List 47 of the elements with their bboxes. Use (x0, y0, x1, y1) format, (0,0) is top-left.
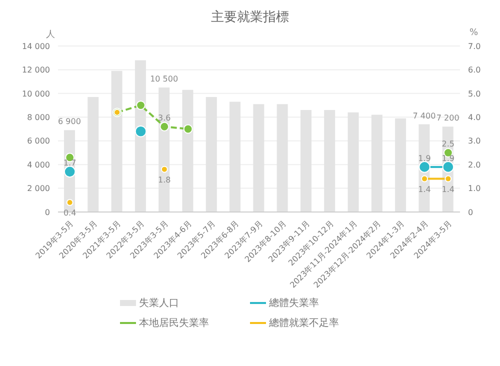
data-label: 1.4 (442, 184, 455, 194)
point (66, 199, 74, 206)
data-label: 7 200 (436, 114, 460, 123)
y2-tick-label: 0 (468, 208, 474, 217)
point (160, 122, 170, 132)
point (160, 166, 168, 173)
point (442, 161, 454, 173)
data-label: 1.9 (418, 154, 431, 163)
point (418, 161, 430, 173)
y2-axis-title: % (469, 28, 478, 38)
y-tick-label: 2 000 (27, 184, 50, 194)
y-axis-title: 人 (46, 28, 55, 41)
data-label: 0.4 (63, 208, 76, 218)
y-tick-label: 0 (44, 208, 50, 217)
legend-label: 總體失業率 (269, 296, 319, 310)
y-tick-label: 4 000 (27, 160, 50, 170)
y2-tick-label: 1.0 (468, 184, 481, 194)
data-label: 6 900 (58, 117, 81, 126)
data-label: 1.8 (158, 175, 171, 184)
y-tick-label: 8 000 (27, 112, 50, 122)
y-tick-label: 10 000 (22, 89, 50, 98)
data-label: 10 500 (150, 74, 178, 84)
data-label: 2.5 (442, 140, 455, 149)
y-tick-label: 6 000 (27, 136, 50, 146)
data-label: 3.6 (158, 114, 171, 123)
data-label: 7 400 (412, 111, 436, 120)
legend-label: 失業人口 (139, 296, 179, 310)
legend-label: 總體就業不足率 (269, 316, 339, 330)
data-label: 1.9 (442, 154, 455, 163)
point (134, 125, 147, 138)
point (136, 100, 146, 110)
chart-title: 主要就業指標 (210, 9, 290, 27)
y2-tick-label: 4.0 (468, 112, 481, 122)
point (421, 175, 428, 182)
y2-tick-label: 7.0 (468, 42, 481, 51)
y2-tick-label: 2.0 (468, 160, 481, 170)
data-label: 1.7 (63, 158, 76, 168)
y-tick-label: 14 000 (22, 42, 50, 51)
y-tick-label: 12 000 (22, 66, 50, 75)
y2-tick-label: 6.0 (468, 66, 481, 75)
point (444, 175, 452, 182)
y2-tick-label: 5.0 (468, 89, 481, 98)
point (183, 124, 193, 134)
y2-tick-label: 3.0 (468, 136, 481, 146)
legend-label: 本地居民失業率 (139, 316, 209, 330)
data-label: 1.4 (418, 184, 431, 194)
point (64, 166, 76, 178)
